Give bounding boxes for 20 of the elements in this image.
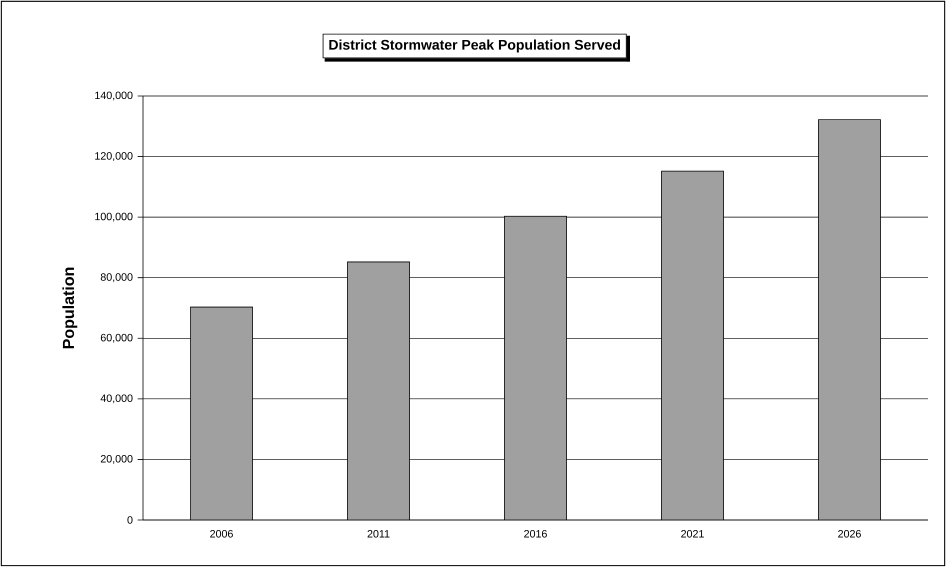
y-tick-label: 120,000 xyxy=(95,152,133,161)
y-tick-label: 0 xyxy=(127,516,133,524)
x-tick-label: 2021 xyxy=(681,530,704,538)
bar xyxy=(347,262,410,520)
y-tick-label: 100,000 xyxy=(95,212,133,222)
y-tick-label: 20,000 xyxy=(100,455,133,464)
y-tick-label: 40,000 xyxy=(100,394,133,404)
bar xyxy=(818,119,881,520)
y-axis-title: Population xyxy=(62,268,78,348)
x-tick-label: 2006 xyxy=(210,530,233,538)
y-tick-label: 80,000 xyxy=(100,273,133,282)
y-tick-label: 60,000 xyxy=(100,334,133,343)
x-tick-label: 2011 xyxy=(368,530,390,538)
x-tick-label: 2026 xyxy=(838,530,861,538)
x-tick-label: 2016 xyxy=(524,530,547,538)
bar xyxy=(190,306,253,520)
y-tick-label: 140,000 xyxy=(95,92,133,100)
bar xyxy=(661,170,724,520)
chart-title: District Stormwater Peak Population Served xyxy=(329,39,620,53)
bar xyxy=(504,216,567,520)
